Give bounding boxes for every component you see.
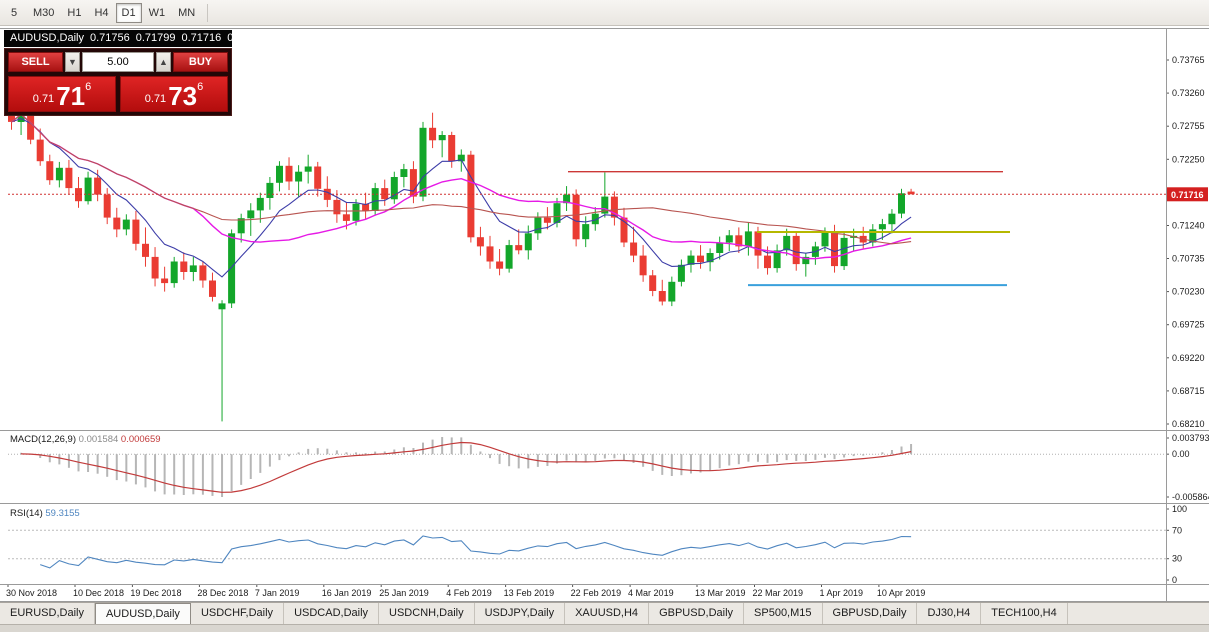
chart-tab-usdcnh-daily[interactable]: USDCNH,Daily — [379, 603, 475, 624]
rsi-label: RSI(14) 59.3155 — [10, 508, 80, 519]
svg-text:0.72250: 0.72250 — [1172, 154, 1205, 164]
buy-price-pips: 73 — [168, 81, 198, 111]
svg-text:0.72755: 0.72755 — [1172, 121, 1205, 131]
chart-symbol: AUDUSD,Daily — [10, 32, 84, 44]
svg-text:22 Feb 2019: 22 Feb 2019 — [571, 588, 622, 598]
timeframe-toolbar: 5 M30 H1 H4 D1 W1 MN — [0, 0, 1209, 26]
svg-text:70: 70 — [1172, 525, 1182, 535]
svg-text:0.73765: 0.73765 — [1172, 55, 1205, 65]
timeframe-button-m30[interactable]: M30 — [27, 3, 60, 23]
ma-slow-line — [11, 113, 912, 245]
chart-tab-dj30-h4[interactable]: DJ30,H4 — [917, 603, 982, 624]
svg-text:0.70230: 0.70230 — [1172, 287, 1205, 297]
svg-text:4 Mar 2019: 4 Mar 2019 — [628, 588, 674, 598]
sell-price-pips: 71 — [56, 81, 86, 111]
svg-text:28 Dec 2018: 28 Dec 2018 — [197, 588, 248, 598]
sell-price-point: 6 — [85, 81, 92, 93]
svg-text:-0.0058640: -0.0058640 — [1172, 492, 1209, 502]
svg-text:25 Jan 2019: 25 Jan 2019 — [379, 588, 429, 598]
macd-signal-line — [21, 441, 912, 493]
svg-text:13 Mar 2019: 13 Mar 2019 — [695, 588, 746, 598]
volume-increase-icon[interactable]: ▲ — [156, 52, 171, 72]
chart-tab-gbpusd-daily[interactable]: GBPUSD,Daily — [823, 603, 918, 624]
svg-text:0: 0 — [1172, 575, 1177, 585]
timeframe-button-h4[interactable]: H4 — [88, 3, 114, 23]
svg-text:19 Dec 2018: 19 Dec 2018 — [130, 588, 181, 598]
candles — [8, 100, 915, 422]
current-price-badge — [1167, 187, 1208, 202]
sell-button[interactable]: SELL — [8, 52, 63, 72]
chart-tabbar: EURUSD,Daily AUDUSD,Daily USDCHF,Daily USDC… — [0, 602, 1209, 624]
buy-button[interactable]: BUY — [173, 52, 228, 72]
timeframe-toolbar-buttons: 5 M30 H1 H4 D1 W1 MN — [2, 2, 201, 23]
ohlc-low: 0.71716 — [181, 32, 222, 44]
status-bar — [0, 624, 1209, 632]
trade-prices-row: 0.71 71 6 0.71 73 6 — [8, 76, 228, 112]
date-axis[interactable]: 30 Nov 2018 10 Dec 2018 19 Dec 2018 28 Dec … — [6, 584, 925, 598]
chart-tab-audusd-daily[interactable]: AUDUSD,Daily — [94, 603, 191, 624]
chart-tab-gbpusd-daily[interactable]: GBPUSD,Daily — [649, 603, 745, 624]
svg-text:22 Mar 2019: 22 Mar 2019 — [752, 588, 803, 598]
chart-tab-tech100-h4[interactable]: TECH100,H4 — [981, 603, 1068, 624]
timeframe-button-5[interactable]: 5 — [2, 3, 26, 23]
svg-text:30: 30 — [1172, 554, 1182, 564]
svg-text:0.70735: 0.70735 — [1172, 254, 1205, 264]
chart-tab-usdjpy-daily[interactable]: USDJPY,Daily — [475, 603, 566, 624]
svg-text:1 Apr 2019: 1 Apr 2019 — [819, 588, 863, 598]
chart-tab-xauusd-h4[interactable]: XAUUSD,H4 — [565, 603, 650, 624]
svg-text:4 Feb 2019: 4 Feb 2019 — [446, 588, 492, 598]
svg-text:0.73260: 0.73260 — [1172, 88, 1205, 98]
main-price-panel — [8, 100, 1166, 422]
timeframe-button-w1[interactable]: W1 — [143, 3, 172, 23]
chart-tab-eurusd-daily[interactable]: EURUSD,Daily — [0, 603, 95, 624]
svg-text:0.68715: 0.68715 — [1172, 386, 1205, 396]
svg-text:16 Jan 2019: 16 Jan 2019 — [322, 588, 372, 598]
chart-tab-sp500-m15[interactable]: SP500,M15 — [744, 603, 823, 624]
ohlc-high: 0.71799 — [135, 32, 176, 44]
chart-title: AUDUSD,Daily 0.71756 0.71799 0.71716 0.7… — [4, 30, 267, 47]
svg-text:0.00: 0.00 — [1172, 449, 1190, 459]
svg-text:0.69220: 0.69220 — [1172, 353, 1205, 363]
svg-text:13 Feb 2019: 13 Feb 2019 — [504, 588, 555, 598]
timeframe-button-h1[interactable]: H1 — [61, 3, 87, 23]
svg-text:0.69725: 0.69725 — [1172, 320, 1205, 330]
svg-text:0.68210: 0.68210 — [1172, 419, 1205, 429]
rsi-line — [40, 535, 912, 569]
buy-price-point: 6 — [197, 81, 204, 93]
svg-text:30 Nov 2018: 30 Nov 2018 — [6, 588, 57, 598]
chart-header: AUDUSD,Daily 0.71756 0.71799 0.71716 0.7… — [4, 30, 267, 116]
chart-tab-usdchf-daily[interactable]: USDCHF,Daily — [191, 603, 285, 624]
toolbar-separator — [207, 3, 209, 22]
one-click-trading-panel: SELL ▼ ▲ BUY 0.71 71 6 0.71 73 6 — [4, 48, 232, 116]
svg-text:0.71240: 0.71240 — [1172, 220, 1205, 230]
sell-price-display[interactable]: 0.71 71 6 — [8, 76, 116, 112]
volume-decrease-icon[interactable]: ▼ — [65, 52, 80, 72]
svg-text:10 Dec 2018: 10 Dec 2018 — [73, 588, 124, 598]
svg-text:7 Jan 2019: 7 Jan 2019 — [255, 588, 300, 598]
panel-separators[interactable] — [0, 28, 1209, 602]
trade-controls-row: SELL ▼ ▲ BUY — [8, 52, 228, 72]
timeframe-button-mn[interactable]: MN — [172, 3, 201, 23]
sell-price-prefix: 0.71 — [32, 93, 55, 105]
chart-tab-usdcad-daily[interactable]: USDCAD,Daily — [284, 603, 380, 624]
svg-text:10 Apr 2019: 10 Apr 2019 — [877, 588, 926, 598]
ohlc-close: 0.71716 — [227, 32, 268, 44]
timeframe-button-d1[interactable]: D1 — [115, 2, 142, 23]
macd-label: MACD(12,26,9) 0.001584 0.000659 — [10, 434, 161, 445]
chart-canvas[interactable]: 0.73765 0.73260 0.72755 0.72250 0.71240 0.707… — [0, 0, 1209, 602]
buy-price-display[interactable]: 0.71 73 6 — [120, 76, 228, 112]
buy-price-prefix: 0.71 — [144, 93, 167, 105]
svg-text:100: 100 — [1172, 504, 1187, 514]
svg-text:0.71716: 0.71716 — [1171, 190, 1204, 200]
rsi-panel: 100 70 30 0 RSI(14) 59.3155 — [8, 504, 1187, 585]
volume-input[interactable] — [82, 52, 154, 72]
ohlc-open: 0.71756 — [89, 32, 130, 44]
